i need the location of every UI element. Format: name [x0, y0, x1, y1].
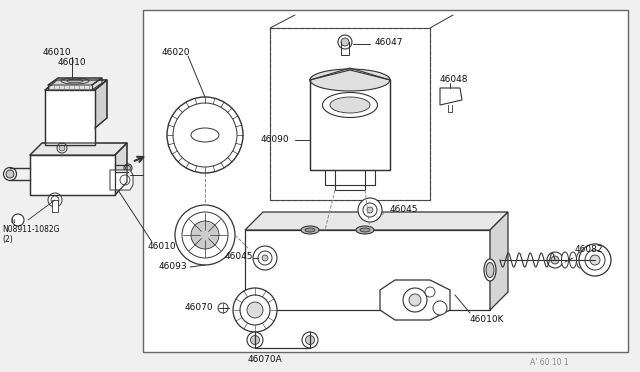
- Circle shape: [173, 103, 237, 167]
- Ellipse shape: [561, 252, 568, 268]
- Circle shape: [120, 175, 130, 185]
- Circle shape: [403, 288, 427, 312]
- Text: 46082: 46082: [575, 245, 604, 254]
- Text: 46010: 46010: [148, 242, 177, 251]
- Ellipse shape: [305, 336, 314, 344]
- Ellipse shape: [61, 78, 89, 84]
- Circle shape: [425, 287, 435, 297]
- Circle shape: [218, 303, 228, 313]
- Ellipse shape: [302, 332, 318, 348]
- Polygon shape: [245, 230, 490, 310]
- Circle shape: [12, 214, 24, 226]
- Circle shape: [547, 252, 563, 268]
- Ellipse shape: [323, 93, 378, 118]
- Ellipse shape: [486, 263, 494, 278]
- Circle shape: [233, 288, 277, 332]
- Polygon shape: [440, 88, 462, 105]
- Text: 46048: 46048: [440, 75, 468, 84]
- Text: 46045: 46045: [390, 205, 419, 214]
- Text: 46010K: 46010K: [470, 315, 504, 324]
- Polygon shape: [30, 155, 115, 195]
- Text: 46010: 46010: [58, 58, 86, 67]
- Ellipse shape: [124, 164, 132, 172]
- Circle shape: [363, 203, 377, 217]
- Bar: [143, 10, 628, 352]
- Polygon shape: [48, 78, 102, 85]
- Polygon shape: [45, 80, 107, 90]
- Text: 46093: 46093: [159, 262, 188, 271]
- Circle shape: [579, 244, 611, 276]
- Ellipse shape: [356, 226, 374, 234]
- Ellipse shape: [484, 259, 496, 281]
- Ellipse shape: [6, 170, 14, 178]
- Bar: [270, 28, 430, 200]
- Ellipse shape: [310, 69, 390, 91]
- Circle shape: [338, 35, 352, 49]
- Ellipse shape: [330, 97, 370, 113]
- Polygon shape: [490, 212, 508, 310]
- Circle shape: [57, 143, 67, 153]
- Circle shape: [240, 295, 270, 325]
- Text: 46070: 46070: [185, 303, 214, 312]
- Polygon shape: [30, 143, 127, 155]
- Ellipse shape: [191, 128, 219, 142]
- Circle shape: [433, 301, 447, 315]
- Ellipse shape: [247, 332, 263, 348]
- Circle shape: [409, 294, 421, 306]
- Ellipse shape: [323, 93, 378, 118]
- Ellipse shape: [301, 226, 319, 234]
- Ellipse shape: [250, 336, 259, 344]
- Circle shape: [341, 38, 349, 46]
- Circle shape: [358, 198, 382, 222]
- Circle shape: [191, 221, 219, 249]
- Text: 46047: 46047: [375, 38, 403, 47]
- Ellipse shape: [67, 79, 83, 83]
- Text: 46010: 46010: [43, 48, 71, 57]
- Ellipse shape: [570, 252, 577, 268]
- Text: N08911-1082G
(2): N08911-1082G (2): [2, 225, 60, 244]
- Text: A' 60 10 1: A' 60 10 1: [530, 358, 568, 367]
- Text: N: N: [11, 218, 15, 224]
- Ellipse shape: [310, 70, 390, 90]
- Ellipse shape: [3, 167, 17, 180]
- Circle shape: [182, 212, 228, 258]
- Text: 46045: 46045: [225, 252, 253, 261]
- Circle shape: [253, 246, 277, 270]
- Ellipse shape: [360, 228, 370, 232]
- Polygon shape: [115, 143, 127, 195]
- Circle shape: [551, 256, 559, 264]
- Circle shape: [585, 250, 605, 270]
- Circle shape: [258, 251, 272, 265]
- Text: 46090: 46090: [261, 135, 290, 144]
- Circle shape: [175, 205, 235, 265]
- Circle shape: [48, 193, 62, 207]
- Circle shape: [59, 145, 65, 151]
- Bar: [52, 200, 58, 212]
- Circle shape: [51, 196, 59, 204]
- Circle shape: [167, 97, 243, 173]
- Circle shape: [262, 255, 268, 261]
- Polygon shape: [245, 212, 508, 230]
- Ellipse shape: [329, 96, 371, 114]
- Polygon shape: [310, 70, 390, 170]
- Text: 46020: 46020: [162, 48, 191, 57]
- Ellipse shape: [125, 166, 131, 170]
- Circle shape: [247, 302, 263, 318]
- Ellipse shape: [577, 252, 584, 268]
- Polygon shape: [45, 90, 95, 145]
- Circle shape: [367, 207, 373, 213]
- Polygon shape: [110, 170, 133, 190]
- Ellipse shape: [305, 228, 315, 232]
- Polygon shape: [95, 80, 107, 145]
- Polygon shape: [380, 280, 450, 320]
- Bar: [270, 28, 430, 200]
- Text: 46070A: 46070A: [248, 355, 283, 364]
- Circle shape: [590, 255, 600, 265]
